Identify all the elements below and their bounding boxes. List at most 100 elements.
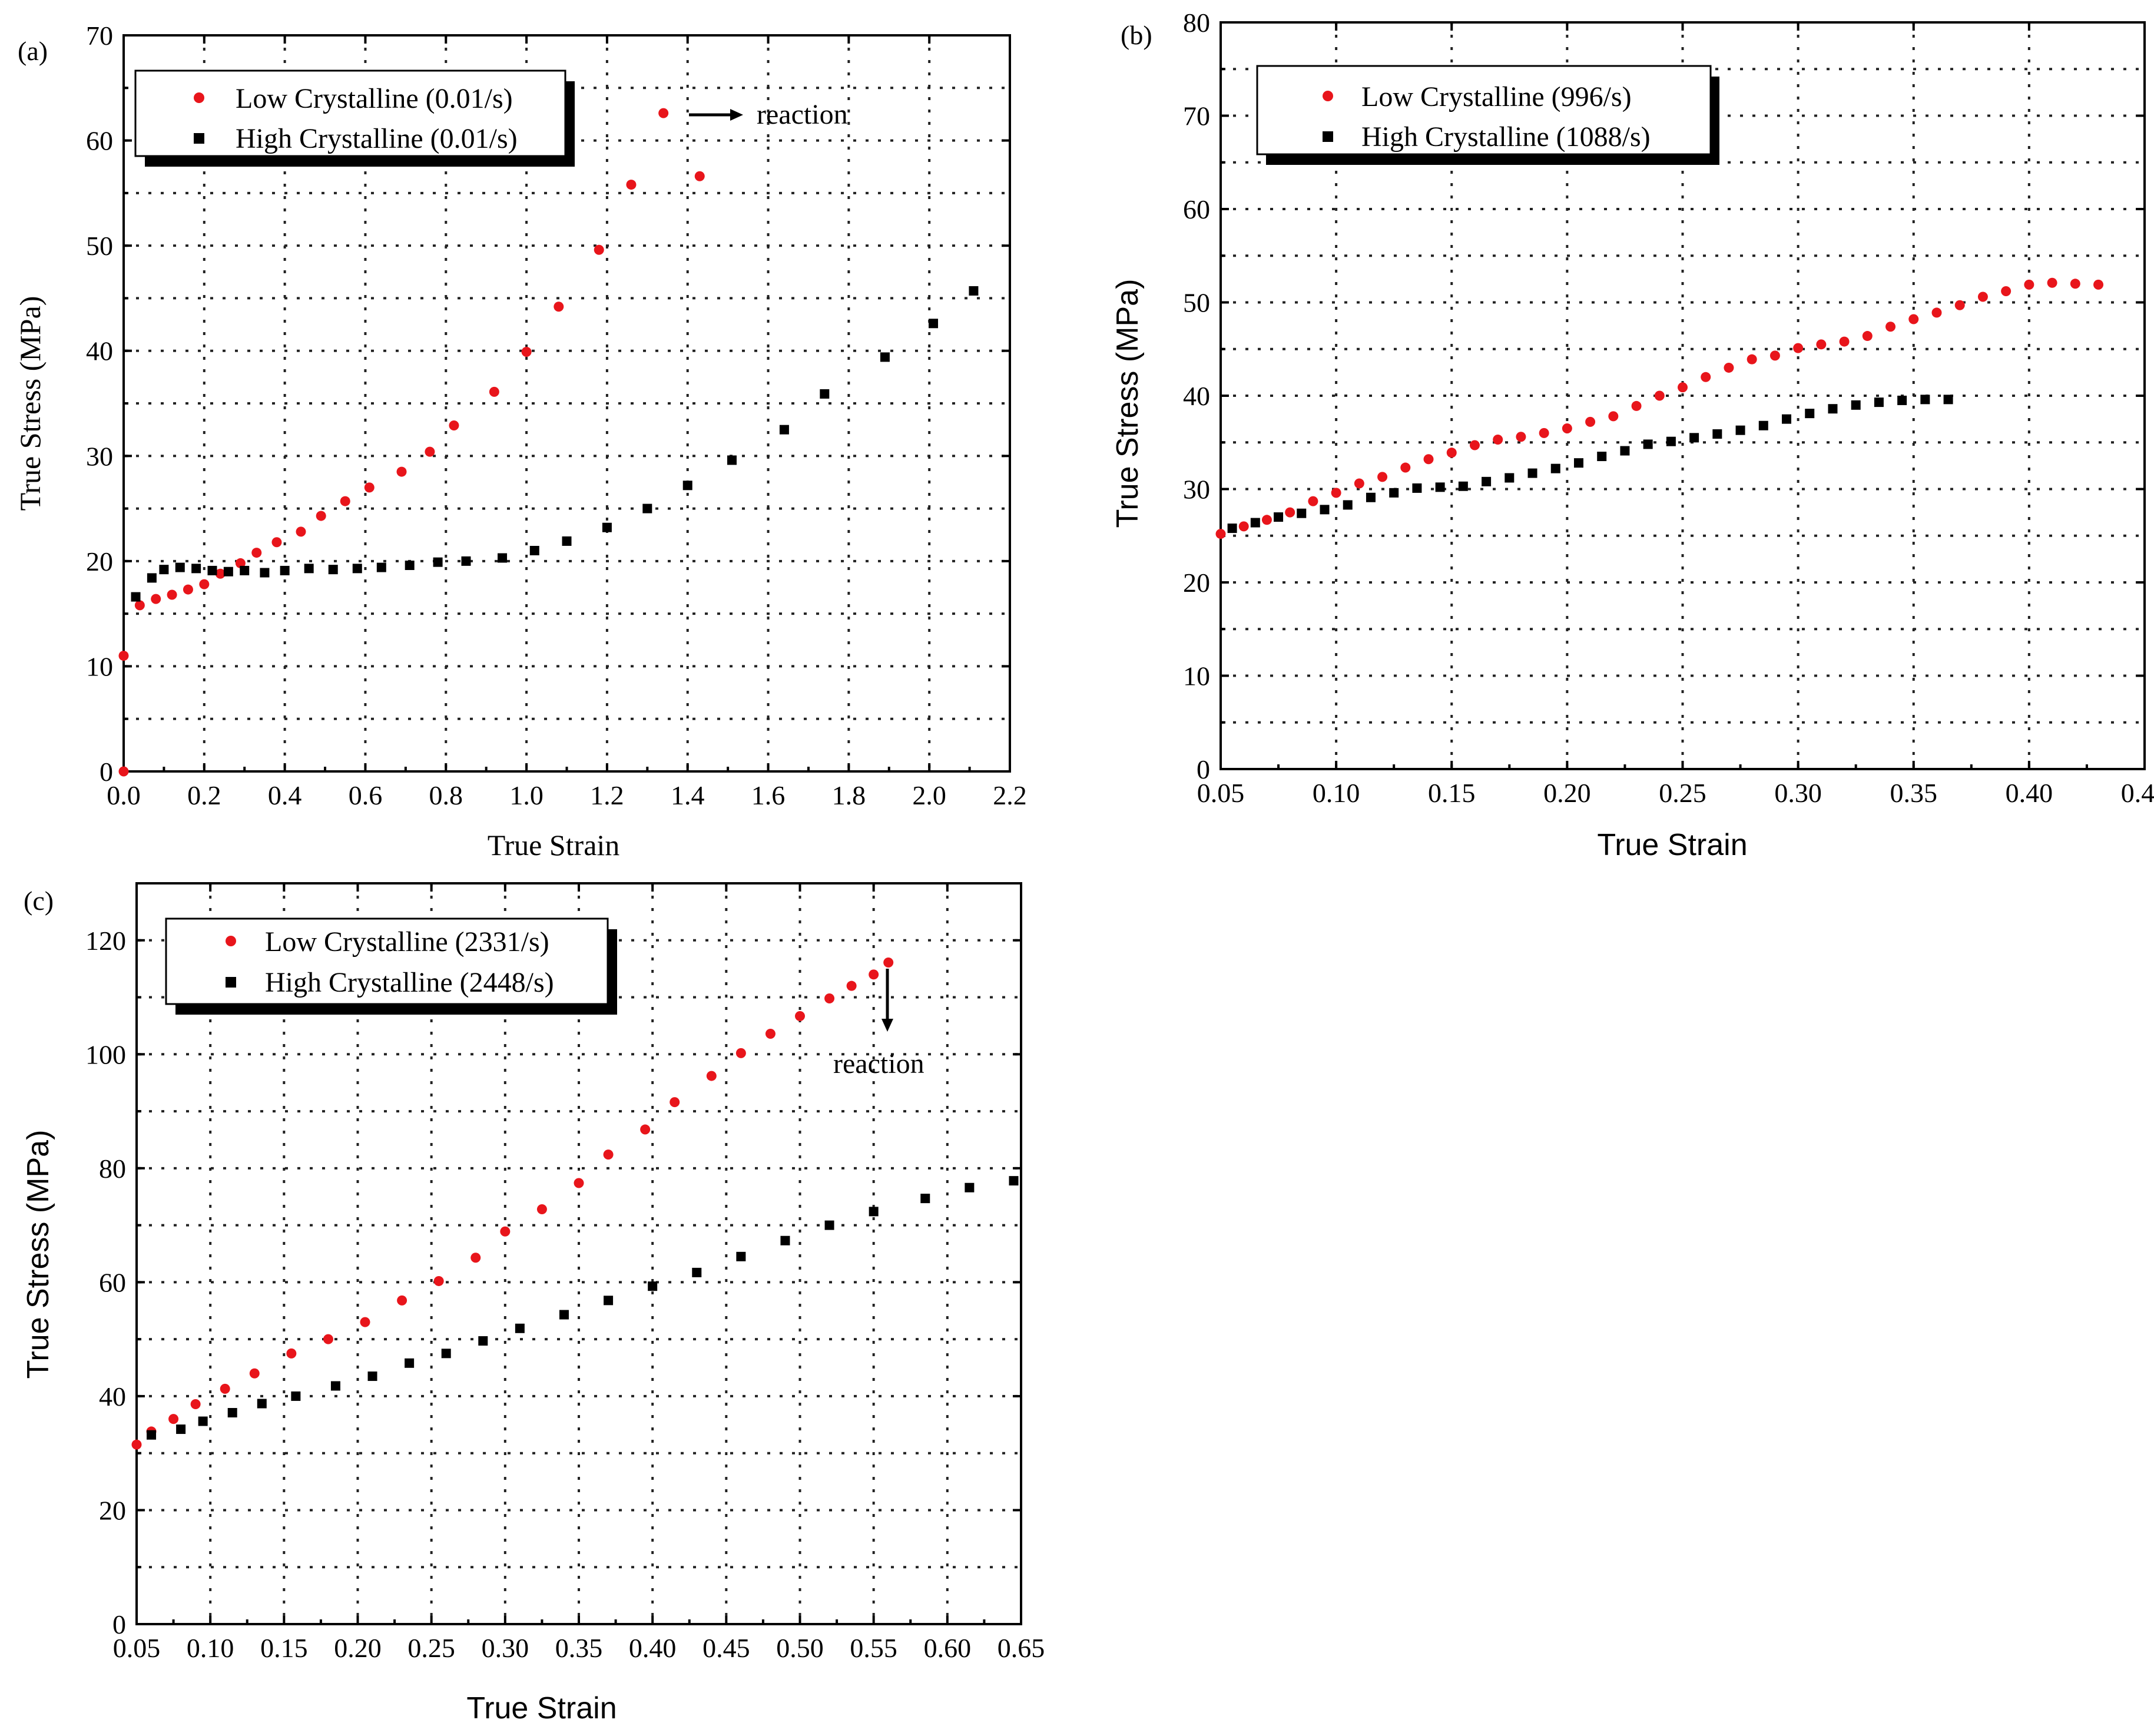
data-point-high-a <box>191 564 201 574</box>
x-tick-label-c: 0.05 <box>113 1633 161 1663</box>
data-point-low-b <box>1954 300 1965 310</box>
data-point-high-a <box>727 455 737 465</box>
x-tick-label-c: 0.35 <box>555 1633 603 1663</box>
y-tick-label-a: 40 <box>86 336 113 366</box>
data-point-low-b <box>1862 331 1873 342</box>
data-point-low-a <box>134 600 145 611</box>
x-tick-label-a: 1.6 <box>751 780 786 810</box>
data-point-high-b <box>1597 452 1607 462</box>
data-point-high-a <box>498 553 508 563</box>
data-point-high-a <box>405 561 415 570</box>
data-point-low-b <box>2093 279 2104 290</box>
x-tick-label-c: 0.30 <box>482 1633 529 1663</box>
x-tick-label-c: 0.45 <box>702 1633 750 1663</box>
data-point-high-b <box>1389 488 1399 498</box>
data-point-high-b <box>1805 409 1815 419</box>
data-point-low-b <box>1608 411 1619 422</box>
data-point-low-a <box>554 302 564 312</box>
y-tick-label-b: 50 <box>1183 288 1210 318</box>
data-point-high-a <box>602 522 612 532</box>
data-point-high-a <box>131 592 141 602</box>
data-point-high-c <box>869 1207 879 1217</box>
data-point-high-a <box>969 286 979 296</box>
data-point-low-c <box>706 1071 717 1081</box>
data-point-high-a <box>280 565 290 575</box>
data-point-high-b <box>1250 518 1260 528</box>
data-point-low-c <box>574 1178 584 1188</box>
data-point-high-c <box>604 1296 614 1306</box>
data-point-low-c <box>220 1383 230 1394</box>
data-point-high-b <box>1666 436 1676 446</box>
data-point-high-a <box>304 564 314 574</box>
y-tick-label-a: 60 <box>86 126 113 156</box>
x-tick-label-c: 0.65 <box>998 1633 1045 1663</box>
data-point-low-b <box>1308 496 1318 506</box>
data-point-low-b <box>1446 448 1457 458</box>
data-point-low-c <box>883 958 894 968</box>
data-point-high-b <box>1297 508 1307 518</box>
data-point-high-a <box>147 573 157 583</box>
y-tick-label-b: 10 <box>1183 661 1210 691</box>
x-tick-label-a: 1.2 <box>590 780 624 810</box>
data-point-low-b <box>2070 279 2080 289</box>
data-point-high-b <box>1527 468 1537 478</box>
data-point-high-a <box>433 557 443 567</box>
x-tick-label-a: 0.4 <box>268 780 302 810</box>
data-point-high-b <box>1458 481 1468 491</box>
legend-marker-high-a <box>194 133 204 144</box>
data-point-low-c <box>765 1028 776 1039</box>
data-point-low-c <box>397 1295 407 1306</box>
y-tick-label-a: 0 <box>100 757 113 787</box>
data-point-high-a <box>223 566 233 577</box>
data-point-low-c <box>249 1368 260 1379</box>
data-point-high-b <box>1366 492 1376 502</box>
x-tick-label-c: 0.20 <box>334 1633 382 1663</box>
data-point-low-c <box>603 1149 614 1160</box>
data-point-low-a <box>215 568 226 579</box>
data-point-high-b <box>1435 482 1445 492</box>
data-point-high-a <box>529 546 539 555</box>
y-tick-label-c: 60 <box>99 1267 126 1297</box>
legend-box-a <box>134 69 566 157</box>
legend-a: Low Crystalline (0.01/s) High Crystallin… <box>134 69 575 167</box>
data-point-high-c <box>405 1358 415 1368</box>
data-point-high-c <box>1009 1176 1019 1186</box>
data-point-high-c <box>692 1267 702 1277</box>
x-tick-label-b: 0.05 <box>1197 778 1245 808</box>
data-point-low-a <box>316 511 326 521</box>
data-point-low-a <box>296 526 306 537</box>
data-point-high-b <box>1920 395 1930 405</box>
data-point-high-a <box>376 562 386 572</box>
data-point-high-c <box>198 1416 208 1426</box>
data-point-high-b <box>1482 476 1492 486</box>
legend-b: Low Crystalline (996/s) High Crystalline… <box>1256 65 1719 165</box>
data-point-low-c <box>735 1048 746 1058</box>
data-point-low-c <box>286 1348 297 1359</box>
y-tick-label-a: 50 <box>86 231 113 261</box>
legend-marker-low-c <box>226 936 236 946</box>
data-point-high-b <box>1782 414 1792 424</box>
data-point-low-b <box>1400 462 1411 473</box>
data-point-low-a <box>396 466 407 477</box>
data-point-high-b <box>1828 404 1838 414</box>
data-point-low-b <box>1261 515 1272 525</box>
data-point-high-b <box>1573 458 1583 468</box>
legend-label-high-a: High Crystalline (0.01/s) <box>236 123 518 154</box>
data-point-low-b <box>1285 507 1295 518</box>
marks-c <box>131 958 1019 1450</box>
data-point-low-a <box>183 584 193 595</box>
data-point-low-a <box>167 589 177 600</box>
x-tick-label-b: 0.20 <box>1543 778 1591 808</box>
data-point-high-a <box>461 556 471 566</box>
x-tick-label-a: 2.0 <box>912 780 946 810</box>
data-point-low-b <box>2047 277 2057 288</box>
data-point-low-a <box>594 244 604 255</box>
data-point-low-b <box>1977 291 1988 302</box>
data-point-high-a <box>240 565 250 575</box>
data-point-high-c <box>147 1430 157 1440</box>
data-point-low-b <box>1908 314 1919 324</box>
ticks-c: 0.05 0.10 0.15 0.20 0.25 0.30 0.35 0.40 0.45 0.50… <box>85 882 1045 1663</box>
data-point-high-b <box>1851 400 1861 410</box>
legend-label-low-b: Low Crystalline (996/s) <box>1361 81 1632 112</box>
data-point-low-a <box>425 446 435 457</box>
